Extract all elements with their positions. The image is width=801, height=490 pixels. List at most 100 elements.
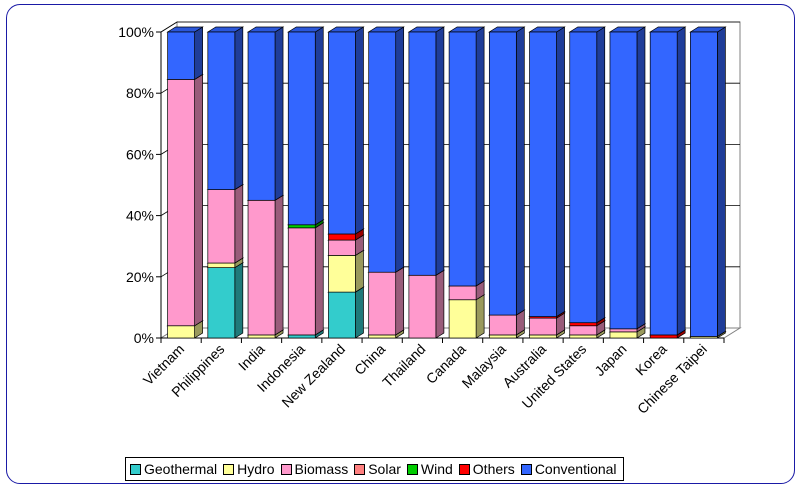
- gridline: [160, 21, 740, 33]
- bar-united-states-conventional: [568, 26, 606, 324]
- legend-swatch-biomass: [280, 463, 292, 475]
- bar-china-biomass-side: [395, 266, 405, 336]
- bar-united-states-biomass-front: [569, 325, 598, 336]
- bar-new-zealand-hydro-front: [328, 255, 356, 293]
- legend-label-biomass: Biomass: [294, 461, 349, 477]
- legend-label-geothermal: Geothermal: [144, 461, 218, 477]
- legend-swatch-others: [458, 463, 470, 475]
- x-tick-label-chinese-taipei: Chinese Taipei: [634, 341, 710, 417]
- legend-item-hydro: Hydro: [223, 461, 275, 477]
- bar-korea-conventional-front: [649, 31, 678, 336]
- bar-chinese-taipei-conventional-front: [690, 31, 718, 337]
- bar-thailand-conventional-side: [435, 26, 445, 276]
- bar-korea-conventional: [648, 26, 687, 336]
- bar-china-hydro-front: [368, 334, 397, 339]
- legend-swatch-solar: [354, 463, 366, 475]
- bar-india-conventional: [246, 26, 285, 201]
- legend-item-biomass: Biomass: [280, 461, 349, 477]
- bar-indonesia-geothermal-front: [287, 334, 316, 339]
- bar-japan-hydro-front: [609, 331, 638, 339]
- legend-label-solar: Solar: [368, 461, 401, 477]
- bar-united-states-others-front: [569, 322, 598, 327]
- bar-philippines-conventional-side: [234, 26, 244, 191]
- bar-china-conventional-side: [395, 26, 405, 273]
- bar-canada-conventional: [447, 26, 486, 287]
- bar-new-zealand-geothermal-front: [328, 291, 356, 339]
- bar-canada-biomass-front: [448, 285, 477, 301]
- bar-new-zealand-geothermal-side: [355, 286, 364, 339]
- bar-philippines-biomass-front: [207, 189, 236, 264]
- bar-japan-biomass-front: [609, 328, 638, 333]
- bar-malaysia-conventional: [488, 26, 526, 316]
- bar-malaysia-conventional-side: [515, 26, 525, 316]
- bar-india-conventional-side: [274, 26, 284, 201]
- bar-philippines-hydro-front: [207, 262, 236, 268]
- bar-philippines-biomass-side: [234, 183, 244, 264]
- bar-india-biomass-front: [247, 199, 276, 336]
- bar-malaysia-biomass-front: [488, 314, 517, 336]
- bar-new-zealand-hydro-side: [355, 249, 364, 293]
- bar-australia-conventional: [528, 26, 566, 318]
- bar-indonesia-conventional-front: [287, 31, 316, 226]
- bar-korea-conventional-side: [676, 26, 686, 336]
- bar-thailand-biomass-side: [435, 269, 445, 339]
- legend-label-hydro: Hydro: [237, 461, 275, 477]
- bar-thailand-conventional: [407, 26, 446, 276]
- bar-chinese-taipei-conventional: [689, 26, 727, 338]
- y-tick-label: 80%: [126, 85, 154, 101]
- bar-china-biomass: [367, 266, 405, 336]
- legend-label-others: Others: [472, 461, 515, 477]
- x-tick-label-thailand: Thailand: [379, 341, 428, 390]
- bar-philippines-conventional-front: [207, 31, 236, 190]
- bar-vietnam-conventional-front: [167, 31, 195, 80]
- legend-swatch-conventional: [520, 463, 532, 475]
- bar-malaysia-conventional-front: [488, 31, 517, 316]
- bar-korea-others-front: [649, 334, 678, 339]
- bar-japan-conventional: [608, 26, 647, 330]
- bar-japan-conventional-front: [609, 31, 638, 330]
- bar-malaysia-hydro-front: [488, 334, 517, 339]
- bar-new-zealand-biomass-front: [328, 239, 356, 256]
- bar-china-conventional: [367, 26, 405, 273]
- bar-new-zealand-conventional-front: [328, 31, 356, 235]
- bar-philippines-geothermal-side: [234, 261, 244, 339]
- bar-united-states-hydro-front: [569, 334, 598, 339]
- bar-vietnam-hydro-front: [167, 325, 195, 339]
- legend-item-geothermal: Geothermal: [130, 461, 217, 477]
- bar-vietnam-biomass-side: [194, 73, 203, 327]
- bar-australia-hydro-front: [529, 334, 557, 339]
- legend-item-wind: Wind: [406, 461, 453, 477]
- legend-swatch-hydro: [223, 463, 235, 475]
- legend-label-conventional: Conventional: [534, 461, 617, 477]
- bar-philippines-geothermal: [206, 261, 245, 339]
- bar-canada-conventional-side: [475, 26, 485, 287]
- bar-indonesia-biomass: [287, 222, 325, 336]
- legend-item-conventional: Conventional: [520, 461, 617, 477]
- bar-canada-conventional-front: [448, 31, 477, 287]
- bar-vietnam-biomass-front: [167, 79, 195, 327]
- x-tick-label-malaysia: Malaysia: [459, 341, 510, 392]
- legend-item-solar: Solar: [354, 461, 401, 477]
- bar-new-zealand-conventional: [327, 26, 365, 235]
- bar-thailand-biomass-front: [408, 274, 437, 339]
- bar-new-zealand-conventional-side: [355, 26, 364, 235]
- legend-swatch-wind: [406, 463, 418, 475]
- bar-canada-hydro-side: [475, 294, 485, 339]
- bar-china-conventional-front: [368, 31, 397, 273]
- y-tick-label: 60%: [126, 146, 154, 162]
- y-tick-label: 20%: [126, 269, 154, 285]
- bar-vietnam-conventional-side: [194, 26, 203, 81]
- bar-indonesia-biomass-front: [287, 227, 316, 336]
- bar-vietnam-conventional: [166, 26, 204, 81]
- bar-united-states-conventional-side: [596, 26, 606, 324]
- bar-new-zealand-geothermal: [327, 286, 365, 339]
- bar-australia-conventional-front: [529, 31, 557, 317]
- bar-new-zealand-others-front: [328, 233, 356, 241]
- bar-australia-biomass-front: [529, 317, 557, 336]
- legend-item-others: Others: [458, 461, 515, 477]
- bar-thailand-biomass: [407, 269, 446, 339]
- bar-indonesia-conventional-side: [314, 26, 324, 226]
- bar-canada-hydro: [447, 294, 486, 339]
- bar-china-biomass-front: [368, 271, 397, 336]
